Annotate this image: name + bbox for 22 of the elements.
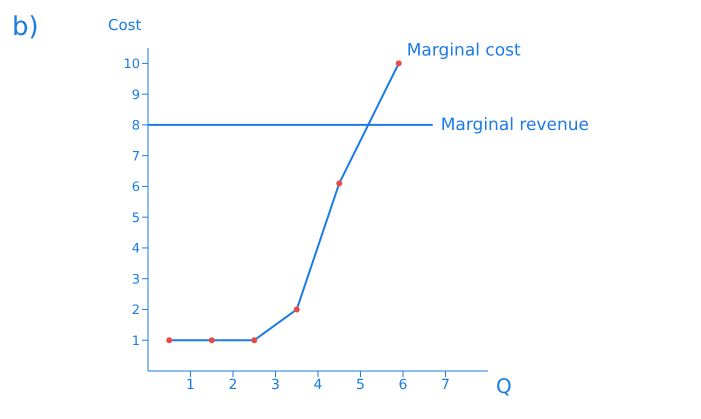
y-axis-title: Cost (108, 16, 142, 34)
y-tick-label: 3 (132, 272, 140, 288)
x-tick-label: 7 (441, 376, 450, 393)
x-tick-label: 2 (228, 376, 238, 393)
y-tick-label: 5 (132, 210, 140, 226)
x-tick-label: 5 (356, 376, 365, 393)
y-tick-label: 4 (132, 242, 140, 257)
y-tick-label: 1 (132, 334, 140, 349)
y-tick-label: 2 (132, 303, 140, 318)
x-tick-label: 1 (186, 376, 195, 393)
chart-title: b) (12, 12, 39, 42)
x-tick-label: 4 (314, 376, 323, 393)
y-tick-label: 7 (132, 149, 140, 164)
x-tick-label: 3 (271, 376, 280, 393)
x-tick-label: 6 (398, 376, 408, 393)
series-label: Marginal cost (406, 40, 521, 60)
y-tick-label: 10 (123, 56, 140, 72)
y-tick-label: 8 (132, 118, 140, 134)
x-axis-title: Q (496, 374, 512, 398)
series-label: Marginal revenue (440, 114, 589, 135)
y-tick-label: 9 (132, 88, 140, 103)
y-tick-label: 6 (132, 180, 140, 196)
